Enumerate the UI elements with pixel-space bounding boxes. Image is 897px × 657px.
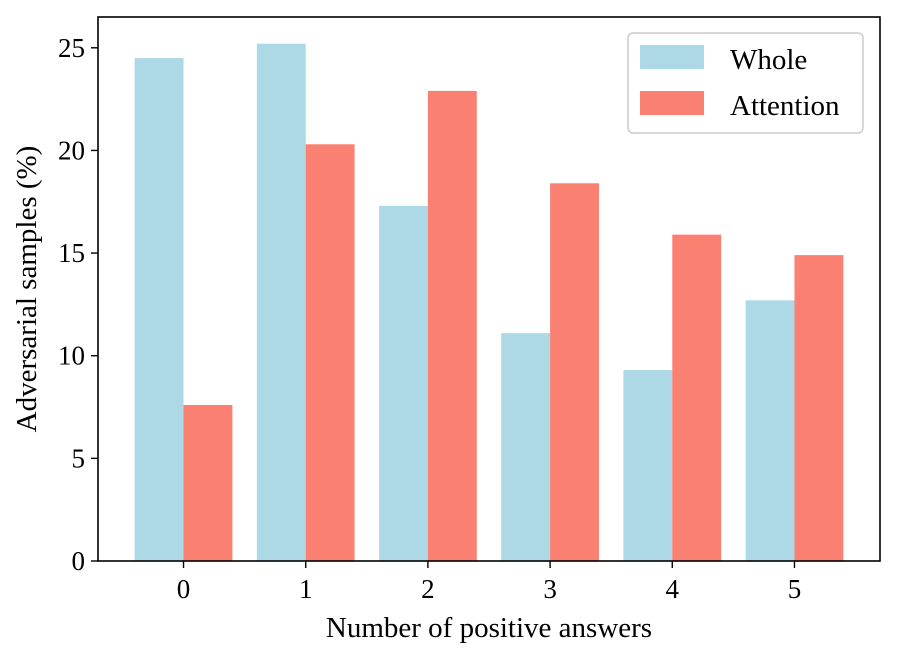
x-tick-label-1: 1 (299, 574, 313, 604)
y-tick-label-5: 5 (72, 443, 86, 473)
bar-attention-4 (672, 234, 722, 561)
legend: Whole Attention (627, 32, 864, 134)
bar-whole-1 (256, 43, 306, 562)
y-tick-label-20: 20 (58, 135, 85, 165)
bar-whole-3 (501, 333, 551, 561)
plot-frame (97, 16, 881, 562)
x-tick-label-4: 4 (666, 574, 680, 604)
bar-attention-0 (183, 404, 233, 561)
y-tick-label-25: 25 (58, 33, 85, 63)
legend-swatch-whole (640, 45, 704, 69)
bar-attention-1 (305, 144, 355, 562)
bar-whole-2 (379, 205, 428, 561)
bar-whole-0 (134, 58, 184, 561)
y-tick-label-0: 0 (72, 546, 86, 576)
bar-attention-3 (550, 183, 599, 562)
y-axis-label: Adversarial samples (%) (11, 146, 43, 433)
bar-whole-5 (745, 300, 795, 561)
x-tick-label-3: 3 (543, 574, 557, 604)
bar-attention-5 (794, 255, 844, 561)
x-axis-label: Number of positive answers (326, 612, 652, 644)
y-tick-label-10: 10 (58, 341, 85, 371)
legend-swatch-attention (640, 91, 704, 115)
x-tick-label-2: 2 (421, 574, 435, 604)
x-tick-label-0: 0 (177, 574, 191, 604)
bar-attention-2 (427, 90, 477, 561)
y-tick-label-15: 15 (58, 238, 85, 268)
bars-layer (134, 43, 844, 562)
legend-label-whole: Whole (730, 44, 807, 76)
bar-whole-4 (623, 370, 673, 561)
ticks-layer: 0 1 2 3 4 5 0 5 10 15 20 25 (58, 33, 801, 604)
legend-label-attention: Attention (730, 90, 840, 122)
x-tick-label-5: 5 (788, 574, 802, 604)
